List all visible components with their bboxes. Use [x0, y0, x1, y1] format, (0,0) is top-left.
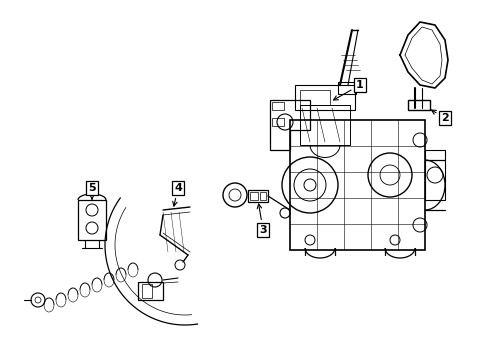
Text: 1: 1	[333, 80, 363, 100]
Bar	[271, 118, 284, 126]
Text: 2: 2	[430, 110, 448, 123]
Bar	[247, 190, 267, 202]
Bar	[424, 150, 444, 200]
Text: 4: 4	[172, 183, 182, 206]
Bar	[138, 282, 163, 300]
Bar	[294, 85, 354, 110]
Bar	[299, 105, 349, 145]
Bar	[271, 102, 284, 110]
Bar	[249, 192, 258, 200]
Bar	[407, 100, 429, 110]
Bar	[289, 120, 424, 250]
Bar	[142, 284, 152, 298]
Bar	[337, 82, 355, 94]
Text: 5: 5	[88, 183, 96, 199]
Bar	[78, 200, 106, 240]
Text: 3: 3	[257, 204, 266, 235]
Bar	[260, 192, 265, 200]
Bar	[299, 90, 329, 105]
